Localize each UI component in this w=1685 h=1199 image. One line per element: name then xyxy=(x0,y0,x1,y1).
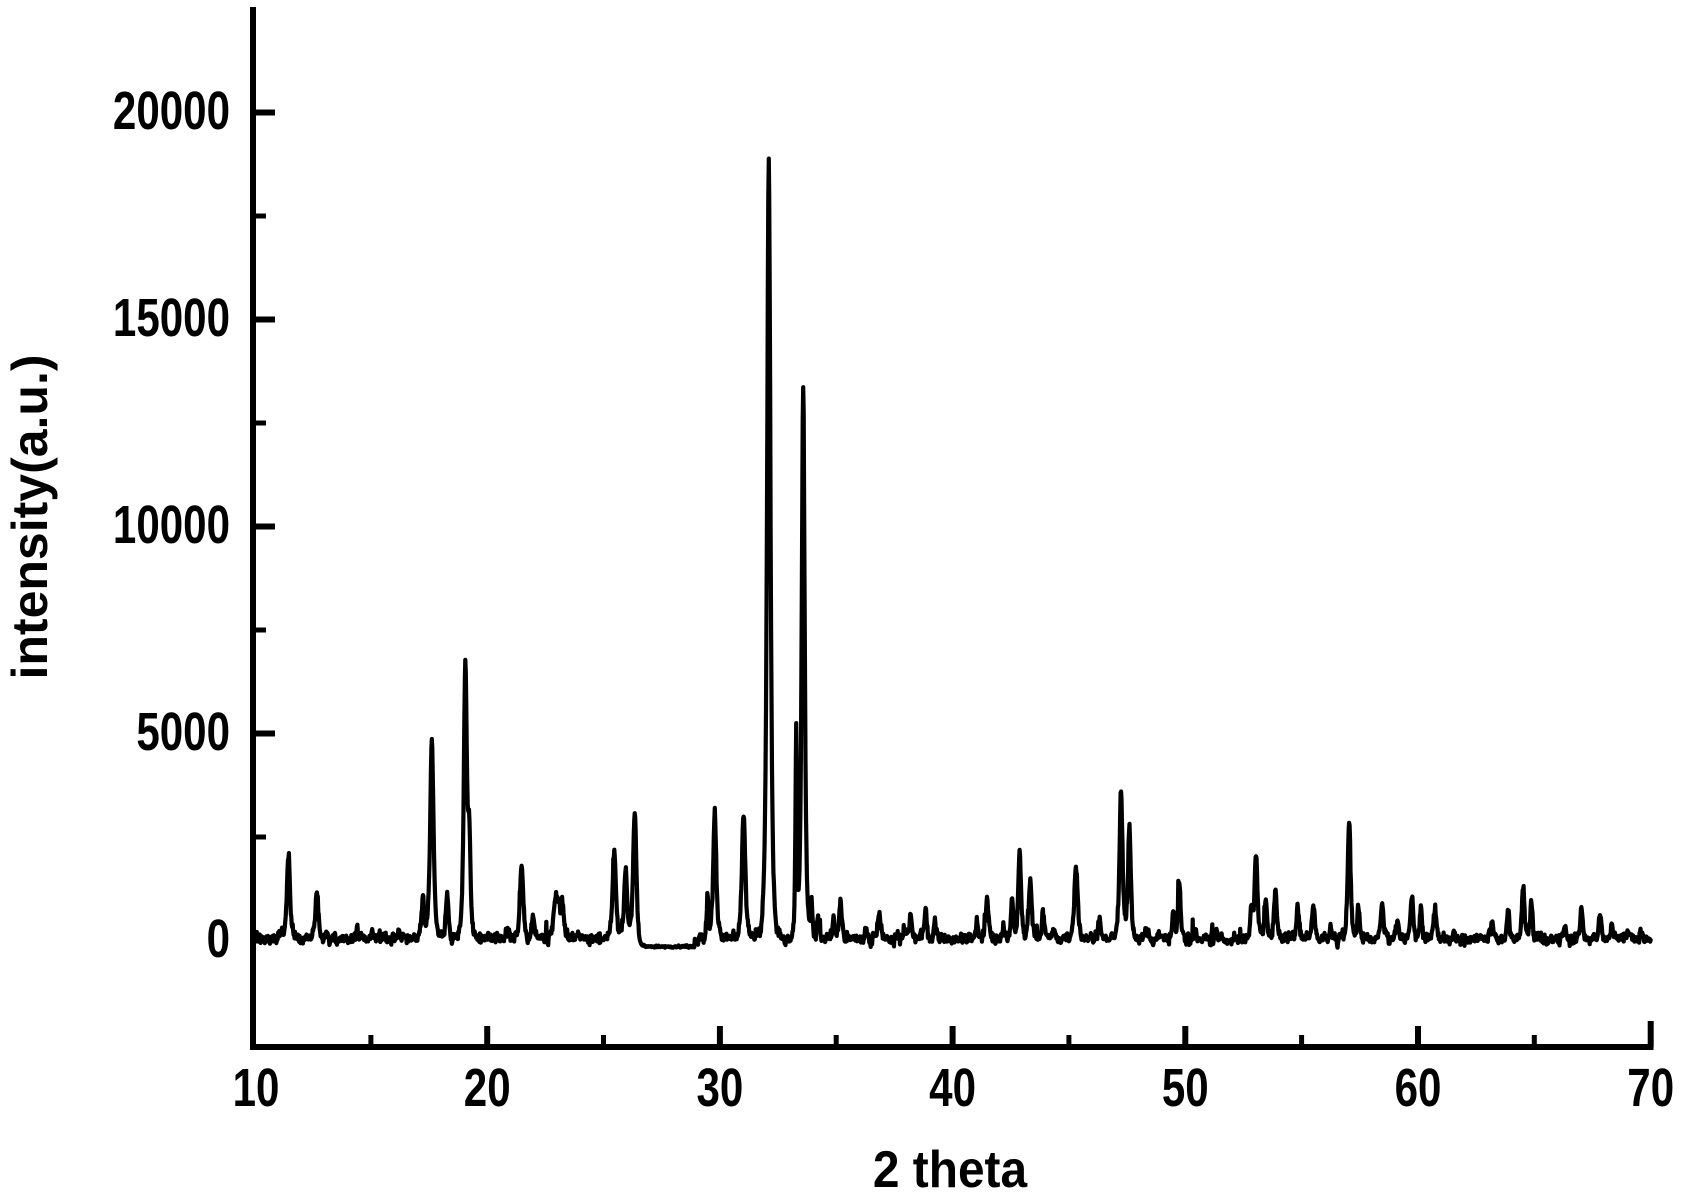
svg-text:70: 70 xyxy=(1627,1058,1674,1118)
svg-text:50: 50 xyxy=(1162,1058,1209,1118)
svg-text:intensity(a.u.): intensity(a.u.) xyxy=(2,354,58,679)
svg-text:0: 0 xyxy=(207,909,230,969)
svg-text:30: 30 xyxy=(696,1058,743,1118)
svg-text:20: 20 xyxy=(464,1058,511,1118)
svg-text:20000: 20000 xyxy=(113,81,230,141)
svg-text:5000: 5000 xyxy=(136,702,230,762)
svg-text:2 theta: 2 theta xyxy=(873,1140,1028,1198)
svg-text:60: 60 xyxy=(1395,1058,1442,1118)
svg-text:15000: 15000 xyxy=(113,288,230,348)
svg-text:10: 10 xyxy=(233,1058,280,1118)
svg-text:10000: 10000 xyxy=(113,495,230,555)
svg-text:40: 40 xyxy=(929,1058,976,1118)
